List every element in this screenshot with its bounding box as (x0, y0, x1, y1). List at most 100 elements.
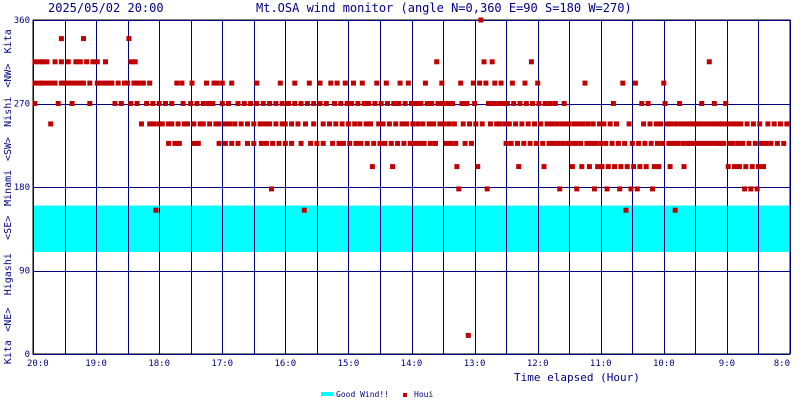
wind-point (62, 80, 67, 86)
wind-point (624, 164, 630, 170)
wind-point (517, 101, 523, 106)
wind-point (73, 80, 79, 86)
wind-point (44, 80, 50, 86)
wind-point (574, 186, 580, 192)
wind-point (372, 101, 378, 106)
x-axis-labels: 20:0 19:0 18:0 17:0 16:0 15:0 14:0 13:0 12:0 11:0… (27, 359, 790, 369)
wind-point (409, 101, 414, 106)
direction-label: Minami (3, 170, 14, 206)
wind-point (763, 140, 769, 146)
wind-point (757, 121, 763, 127)
x-tick-label: 12:0 (527, 359, 549, 369)
wind-point (115, 80, 121, 86)
wind-point (563, 121, 569, 127)
wind-point (719, 121, 725, 127)
wind-point (205, 101, 211, 106)
wind-point (323, 101, 329, 106)
wind-point (605, 164, 611, 170)
wind-point (502, 121, 508, 127)
wind-point (668, 121, 674, 127)
wind-point (103, 59, 108, 65)
wind-point (774, 140, 780, 146)
wind-point (639, 101, 645, 106)
wind-point (743, 164, 749, 170)
wind-point (332, 101, 337, 106)
wind-point (607, 121, 613, 127)
wind-point (479, 121, 485, 127)
wind-point (500, 101, 506, 106)
wind-point (443, 140, 449, 146)
wind-point (579, 164, 585, 170)
wind-point (235, 101, 241, 106)
wind-point (750, 121, 756, 127)
wind-point (612, 164, 618, 170)
wind-point (245, 121, 250, 127)
wind-point (139, 121, 144, 127)
wind-point (219, 101, 225, 106)
wind-point (213, 121, 219, 127)
wind-point (94, 80, 100, 86)
wind-point (427, 140, 433, 146)
wind-point (219, 80, 225, 86)
wind-point (591, 186, 597, 192)
wind-point (601, 121, 607, 127)
wind-point (681, 164, 687, 170)
wind-point (748, 186, 754, 192)
wind-point (740, 140, 746, 146)
wind-point (229, 140, 235, 146)
wind-point (361, 101, 367, 106)
legend-band-swatch (321, 392, 333, 396)
x-tick-label: 16:0 (274, 359, 296, 369)
wind-point (134, 80, 140, 86)
wind-point (697, 140, 703, 146)
wind-point (641, 121, 647, 127)
wind-point (282, 121, 288, 127)
wind-point (349, 101, 355, 106)
wind-point (519, 121, 525, 127)
wind-point (614, 121, 619, 127)
wind-point (40, 59, 45, 65)
wind-point (546, 140, 552, 146)
x-tick-label: 18:0 (148, 359, 170, 369)
wind-point (40, 80, 45, 86)
wind-point (481, 59, 487, 65)
x-tick-label: 14:0 (401, 359, 423, 369)
wind-point (303, 121, 308, 127)
wind-point (704, 121, 710, 127)
wind-point (708, 121, 714, 127)
wind-point (415, 121, 421, 127)
wind-point (487, 121, 493, 127)
wind-point (298, 101, 304, 106)
wind-point (648, 140, 654, 146)
wind-point (207, 121, 213, 127)
wind-point (516, 164, 522, 170)
wind-point (555, 140, 561, 146)
wind-point (36, 80, 42, 86)
wind-point (647, 121, 653, 127)
wind-point (374, 80, 380, 86)
wind-points-layer (32, 17, 790, 338)
wind-point (513, 121, 519, 127)
wind-point (448, 140, 454, 146)
wind-point (576, 121, 582, 127)
wind-point (382, 140, 388, 146)
wind-point (81, 36, 86, 42)
wind-point (151, 121, 157, 127)
wind-point (492, 80, 498, 86)
wind-point (439, 80, 445, 86)
x-tick-label: 9:0 (719, 359, 735, 369)
wind-point (258, 140, 264, 146)
wind-point (166, 140, 172, 146)
wind-point (391, 101, 397, 106)
wind-point (771, 121, 777, 127)
wind-point (359, 80, 365, 86)
wind-point (467, 121, 472, 127)
wind-point (470, 80, 476, 86)
wind-point (497, 121, 503, 127)
wind-point (251, 140, 257, 146)
wind-point (446, 121, 452, 127)
wind-point (491, 101, 496, 106)
wind-point (700, 121, 706, 127)
wind-point (84, 59, 90, 65)
wind-point (191, 140, 197, 146)
